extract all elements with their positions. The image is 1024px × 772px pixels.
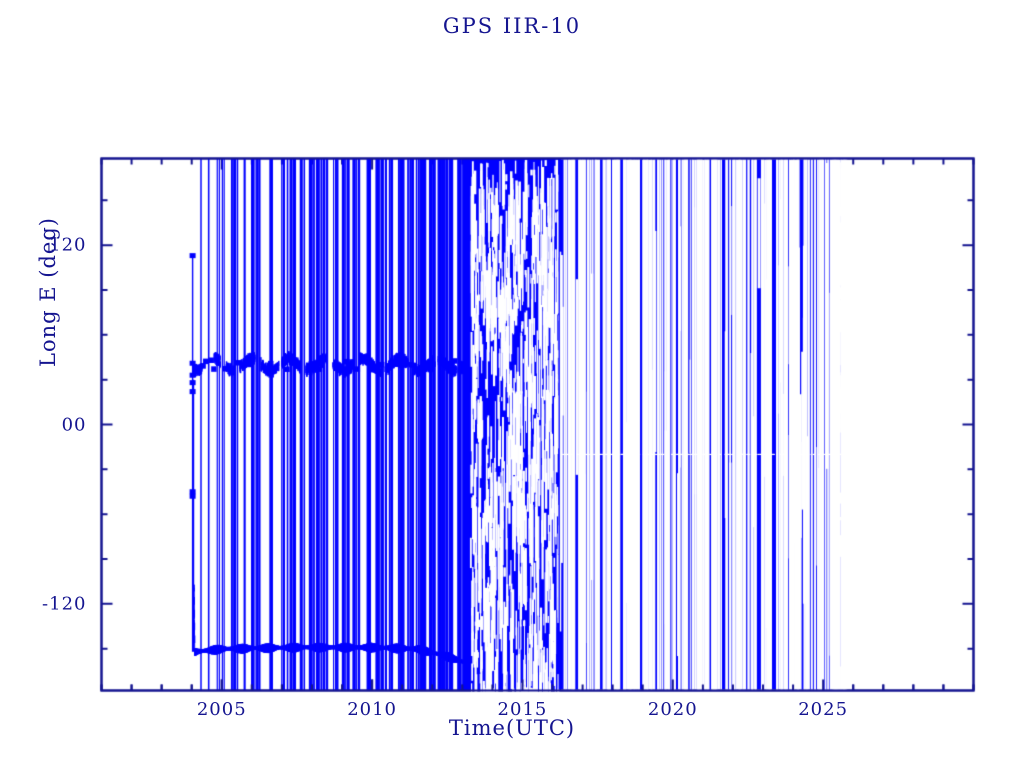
y-tick-label: 00 [61,414,87,435]
y-tick-label: -120 [42,593,87,615]
x-tick-label: 2025 [798,698,849,720]
x-tick-label: 2015 [497,698,548,720]
x-tick-label: 2010 [347,698,398,720]
y-tick-label: 120 [49,234,87,256]
x-tick-label: 2020 [647,698,698,720]
x-tick-label: 2005 [196,698,247,720]
